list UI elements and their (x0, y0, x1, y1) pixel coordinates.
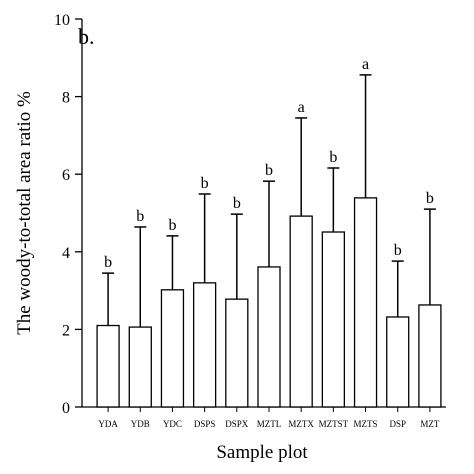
significance-letter: b (201, 175, 209, 192)
x-tick-label: MZTX (288, 419, 314, 429)
x-tick-label: DSPX (225, 419, 249, 429)
bar (192, 282, 217, 408)
significance-letter: b (104, 254, 112, 271)
x-tick-label: YDB (131, 419, 150, 429)
x-tick-label: DSPS (194, 419, 216, 429)
y-tick-label: 0 (62, 400, 70, 417)
bar (257, 266, 281, 408)
x-tick-label: MZTL (257, 419, 282, 429)
bar (418, 304, 442, 408)
significance-letter: b (136, 208, 144, 225)
significance-letter: b (394, 242, 402, 259)
significance-letter: b (233, 195, 241, 212)
significance-letter: a (362, 56, 369, 73)
significance-letter: b (168, 217, 176, 234)
bar (353, 197, 378, 408)
x-axis-label: Sample plot (216, 442, 308, 463)
y-tick-label: 4 (62, 245, 70, 262)
x-tick-label: MZTST (319, 419, 349, 429)
bar (289, 215, 313, 408)
significance-letter: a (298, 99, 305, 116)
x-tick-label: YDC (163, 419, 182, 429)
significance-letter: b (426, 190, 434, 207)
bar (128, 326, 152, 408)
bar (386, 316, 410, 408)
significance-letter: b (329, 149, 337, 166)
x-tick-label: YDA (98, 419, 118, 429)
bar (160, 289, 185, 408)
y-tick-label: 2 (62, 322, 70, 339)
significance-letter: b (265, 162, 273, 179)
panel-label: b. (78, 24, 95, 49)
bar (225, 298, 249, 408)
y-tick-label: 8 (62, 90, 70, 107)
y-tick-label: 6 (62, 167, 70, 184)
x-tick-label: MZT (420, 419, 440, 429)
bar (96, 324, 120, 408)
x-tick-label: MZTS (354, 419, 378, 429)
bar (321, 231, 346, 408)
y-tick-label: 10 (54, 12, 70, 29)
y-axis-label: The woody-to-total area ratio % (14, 91, 35, 335)
x-tick-label: DSP (389, 419, 406, 429)
